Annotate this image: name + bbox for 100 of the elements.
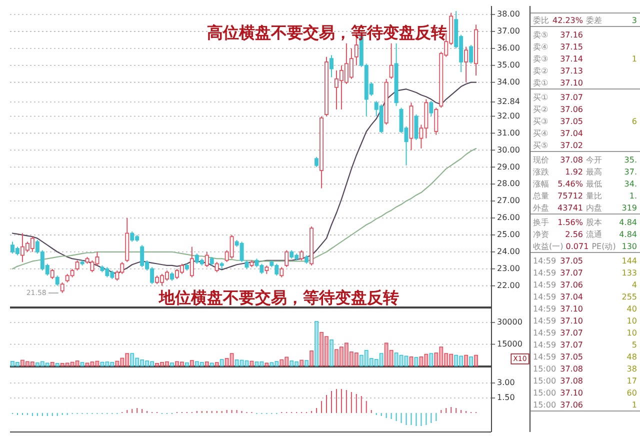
text: 卖④ 37.15 — [533, 42, 583, 52]
text: 买⑤ 37.02 — [533, 141, 583, 150]
bar — [16, 362, 20, 366]
y-tick-label: 38.00 — [497, 10, 520, 19]
bar — [280, 359, 284, 366]
candlestick — [330, 54, 334, 78]
bar — [50, 362, 54, 366]
bar — [320, 332, 324, 366]
bar — [140, 360, 144, 366]
bar — [344, 342, 348, 366]
y-tick-label: 25.00 — [497, 230, 520, 240]
bar — [150, 361, 154, 366]
bar — [65, 362, 70, 366]
bar — [95, 360, 100, 366]
bar — [314, 321, 318, 366]
bar — [165, 361, 169, 366]
text: 买③ 37.05 6 — [533, 117, 637, 126]
bar — [120, 358, 124, 366]
y-tick-label: 32.00 — [497, 111, 520, 120]
bar — [210, 362, 214, 366]
bar — [85, 362, 90, 366]
y-tick-label: 3.00 — [497, 378, 515, 388]
bar — [349, 352, 354, 366]
bar — [194, 361, 199, 366]
text: 卖② 37.13 — [533, 66, 583, 76]
y-tick-label: 22.00 — [497, 280, 520, 290]
bar — [474, 354, 478, 366]
y-tick-label: 36.00 — [497, 44, 520, 53]
bar — [459, 356, 464, 366]
bar — [234, 360, 239, 366]
y-tick-label: 26.00 — [497, 213, 520, 222]
text: 14:59 37.10 40 — [533, 304, 637, 314]
bar — [274, 361, 279, 366]
text: 15:00 37.06 1 — [533, 400, 637, 410]
candlestick — [389, 42, 394, 80]
text: 14:59 37.07 5 — [533, 340, 637, 350]
bar — [429, 353, 434, 366]
text: 15:00 37.10 60 — [533, 388, 637, 398]
bar — [214, 362, 219, 366]
bar — [300, 360, 304, 366]
bar — [379, 353, 384, 366]
candlestick — [414, 114, 418, 140]
candlestick — [55, 275, 60, 286]
candlestick — [204, 251, 209, 268]
y-tick-label: 1.50 — [497, 393, 515, 402]
bar — [10, 360, 14, 366]
bar — [469, 356, 474, 366]
bar — [35, 362, 40, 366]
text: 净资 2.56 流通 4.84 — [533, 230, 637, 239]
y-tick-label: 37.00 — [497, 26, 520, 36]
text: 14:59 37.07 10 — [533, 328, 637, 338]
bar — [30, 362, 34, 366]
text: 卖⑤ 37.16 — [533, 30, 583, 40]
bar — [240, 360, 244, 366]
y-tick-label: 28.00 — [497, 179, 520, 188]
bar — [220, 359, 224, 366]
text: 涨跌 1.92 最高 37. — [533, 168, 637, 176]
y-tick-label: 32.84 — [497, 97, 520, 106]
candlestick — [190, 246, 194, 278]
bar — [294, 361, 299, 366]
text: 14:59 37.05 48 — [533, 352, 637, 362]
bar — [254, 362, 259, 366]
text: 现价 37.08 今开 35. — [533, 156, 637, 164]
y-tick-label: 35.00 — [497, 60, 520, 70]
bar — [204, 362, 209, 366]
y-tick-label: 30.00 — [497, 145, 520, 154]
text: 买② 37.06 — [533, 105, 583, 114]
candlestick — [464, 46, 468, 83]
bar — [130, 353, 134, 366]
bar — [449, 354, 454, 366]
bar — [125, 353, 130, 366]
candlestick — [75, 260, 80, 272]
bar — [364, 350, 368, 366]
bar — [284, 356, 289, 366]
text: 卖① 37.10 — [533, 78, 583, 88]
bar — [340, 346, 344, 366]
text: 收益(一) 0.071 PE(动) 130 — [533, 242, 638, 251]
y-tick-label: 29.00 — [497, 162, 520, 172]
line-series — [12, 148, 477, 270]
bar — [244, 360, 249, 366]
bar — [80, 362, 84, 366]
bar — [324, 336, 328, 366]
bar — [374, 359, 378, 366]
candlestick — [214, 262, 219, 273]
bar — [175, 361, 179, 366]
bar — [110, 362, 114, 366]
bar — [264, 362, 269, 366]
text: 买④ 37.04 — [533, 129, 583, 138]
text: 14:59 37.07 133 — [533, 268, 637, 278]
bar — [190, 360, 194, 366]
text: 委比 42.23% 委差 3 — [533, 16, 637, 25]
bar — [334, 349, 338, 366]
bar — [310, 350, 314, 366]
bar — [454, 354, 458, 366]
bar — [330, 340, 334, 366]
bar — [75, 360, 80, 366]
y-tick-label: 30000 — [497, 318, 522, 327]
bar — [404, 356, 408, 366]
bar — [45, 362, 50, 366]
bar — [55, 362, 60, 366]
